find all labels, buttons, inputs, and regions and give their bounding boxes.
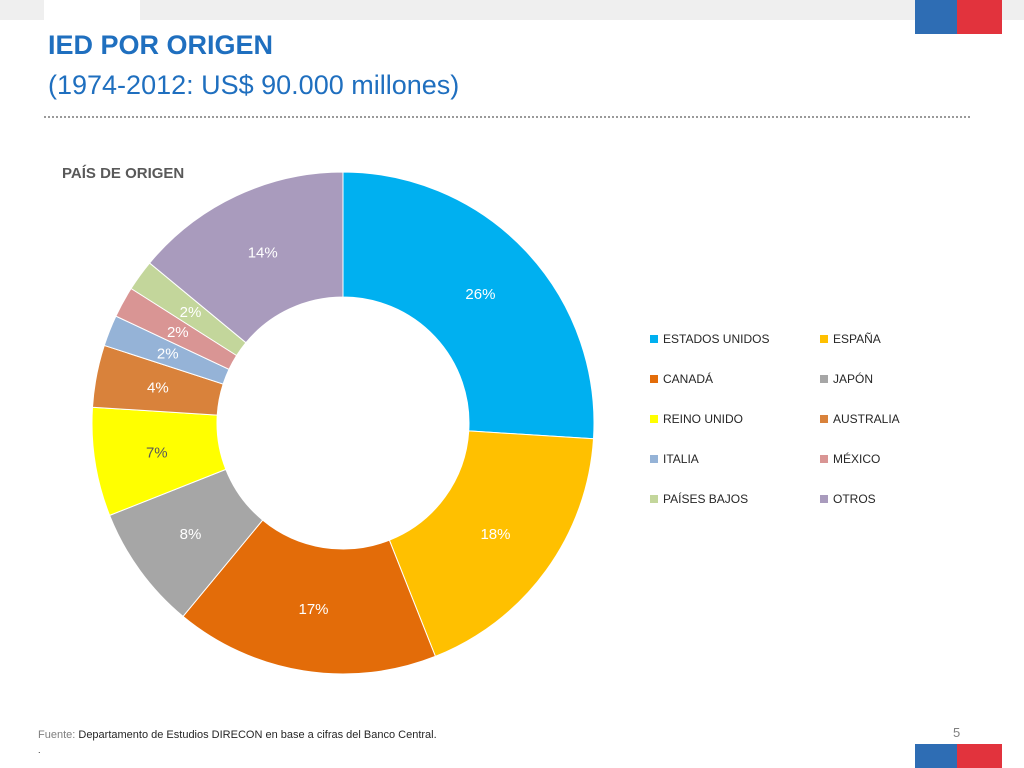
slice-label-reino-unido: 7% bbox=[146, 444, 168, 461]
top-tab bbox=[44, 0, 140, 21]
legend-item-estados-unidos: ESTADOS UNIDOS bbox=[650, 330, 820, 348]
flag-red-block bbox=[957, 744, 1002, 768]
source-label: Fuente: bbox=[38, 729, 76, 741]
legend-item-canada: CANADÁ bbox=[650, 370, 820, 388]
legend-label: AUSTRALIA bbox=[833, 412, 900, 426]
legend-item-australia: AUSTRALIA bbox=[820, 410, 980, 428]
legend-swatch bbox=[820, 495, 828, 503]
legend-swatch bbox=[820, 375, 828, 383]
legend-label: ESPAÑA bbox=[833, 332, 881, 346]
legend-item-reino-unido: REINO UNIDO bbox=[650, 410, 820, 428]
legend-swatch bbox=[820, 335, 828, 343]
legend-label: JAPÓN bbox=[833, 372, 874, 386]
slice-label-canada: 17% bbox=[298, 601, 328, 618]
flag-stripe-top bbox=[915, 0, 1002, 34]
legend-swatch bbox=[650, 415, 658, 423]
slice-espana bbox=[388, 430, 595, 658]
slice-label-japon: 8% bbox=[180, 526, 202, 543]
legend-swatch bbox=[650, 495, 658, 503]
footer-source: Fuente: Departamento de Estudios DIRECON… bbox=[38, 729, 437, 741]
flag-blue-block bbox=[915, 744, 957, 768]
chart-legend: ESTADOS UNIDOS ESPAÑA CANADÁ JAPÓN REINO UNI… bbox=[650, 330, 980, 508]
page-number: 5 bbox=[953, 725, 961, 740]
slice-canada bbox=[182, 519, 437, 675]
slice-label-espana: 18% bbox=[480, 526, 510, 543]
legend-swatch bbox=[650, 375, 658, 383]
legend-swatch bbox=[650, 455, 658, 463]
source-text: Departamento de Estudios DIRECON en base… bbox=[78, 729, 437, 741]
legend-swatch bbox=[650, 335, 658, 343]
legend-item-italia: ITALIA bbox=[650, 450, 820, 468]
slice-label-estados-unidos: 26% bbox=[465, 286, 495, 303]
legend-item-japon: JAPÓN bbox=[820, 370, 980, 388]
slice-label-paises-bajos: 2% bbox=[180, 304, 202, 321]
slice-label-italia: 2% bbox=[157, 346, 179, 363]
legend-item-espana: ESPAÑA bbox=[820, 330, 980, 348]
legend-label: PAÍSES BAJOS bbox=[663, 492, 749, 506]
slice-label-mexico: 2% bbox=[167, 324, 189, 341]
flag-blue-block bbox=[915, 0, 957, 34]
slice-estados-unidos bbox=[342, 171, 595, 440]
legend-label: ESTADOS UNIDOS bbox=[663, 332, 770, 346]
chart-title: PAÍS DE ORIGEN bbox=[62, 165, 185, 182]
legend-item-paises-bajos: PAÍSES BAJOS bbox=[650, 490, 820, 508]
legend-label: REINO UNIDO bbox=[663, 412, 744, 426]
slide-subtitle: (1974-2012: US$ 90.000 millones) bbox=[48, 70, 460, 100]
flag-stripe-bottom bbox=[915, 744, 1002, 768]
legend-label: ITALIA bbox=[663, 452, 699, 466]
slice-label-australia: 4% bbox=[147, 380, 169, 397]
footer-dot: . bbox=[38, 745, 41, 755]
donut-chart: 26% 18% 17% 8% 7% 4% 2% 2% 2% 14% bbox=[91, 171, 595, 675]
slice-otros bbox=[148, 171, 344, 344]
flag-red-block bbox=[957, 0, 1002, 34]
legend-label: OTROS bbox=[833, 492, 876, 506]
legend-swatch bbox=[820, 455, 828, 463]
legend-item-otros: OTROS bbox=[820, 490, 980, 508]
slide-title: IED POR ORIGEN bbox=[48, 30, 274, 60]
legend-label: MÉXICO bbox=[833, 452, 881, 466]
legend-swatch bbox=[820, 415, 828, 423]
legend-item-mexico: MÉXICO bbox=[820, 450, 980, 468]
legend-label: CANADÁ bbox=[663, 372, 714, 386]
title-divider bbox=[44, 116, 970, 118]
slice-label-otros: 14% bbox=[248, 244, 278, 261]
top-band bbox=[0, 0, 1024, 20]
